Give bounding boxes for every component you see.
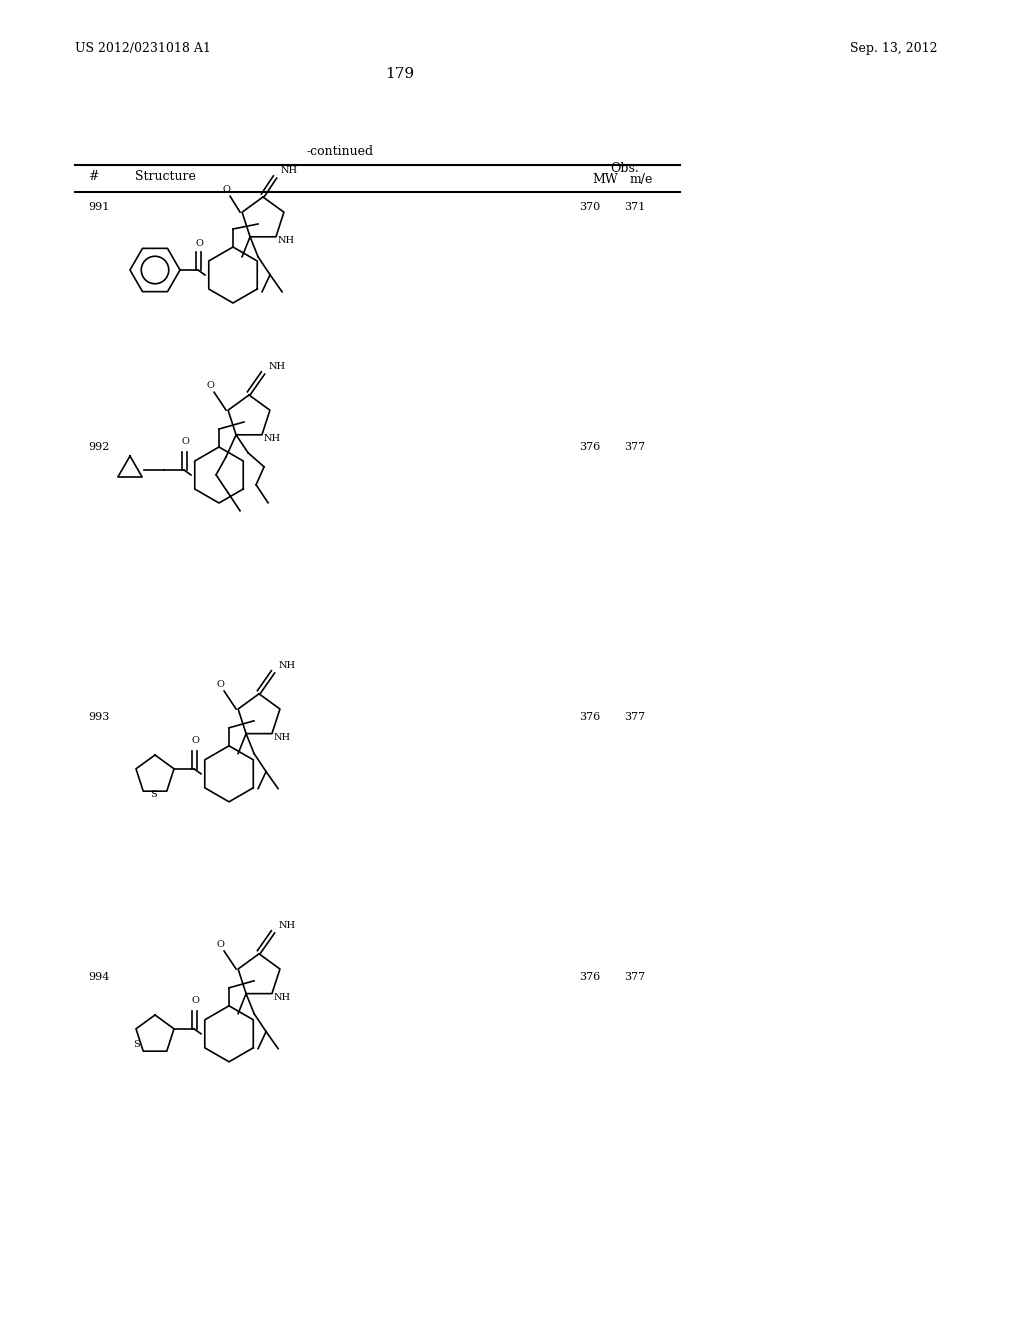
Text: 994: 994 [88,972,110,982]
Text: NH: NH [274,993,291,1002]
Text: Structure: Structure [135,170,196,183]
Text: 376: 376 [579,972,600,982]
Text: O: O [222,185,230,194]
Text: 179: 179 [385,67,415,81]
Text: O: O [191,995,199,1005]
Text: 376: 376 [579,442,600,451]
Text: S: S [150,789,157,799]
Text: NH: NH [269,362,286,371]
Text: 992: 992 [88,442,110,451]
Text: #: # [88,170,98,183]
Text: S: S [133,1040,139,1049]
Text: US 2012/0231018 A1: US 2012/0231018 A1 [75,42,211,55]
Text: 993: 993 [88,711,110,722]
Text: 371: 371 [624,202,645,213]
Text: NH: NH [264,434,281,442]
Text: 377: 377 [624,442,645,451]
Text: MW: MW [592,173,617,186]
Text: 377: 377 [624,711,645,722]
Text: NH: NH [279,661,296,669]
Text: NH: NH [274,733,291,742]
Text: Sep. 13, 2012: Sep. 13, 2012 [850,42,938,55]
Text: NH: NH [279,921,296,929]
Text: O: O [206,381,214,391]
Text: -continued: -continued [306,145,374,158]
Text: O: O [195,239,203,248]
Text: 376: 376 [579,711,600,722]
Text: O: O [181,437,189,446]
Text: NH: NH [281,166,298,176]
Text: NH: NH [278,236,295,244]
Text: m/e: m/e [630,173,653,186]
Text: O: O [216,680,224,689]
Text: Obs.: Obs. [610,162,639,176]
Text: O: O [216,940,224,949]
Text: 991: 991 [88,202,110,213]
Text: 370: 370 [579,202,600,213]
Text: O: O [191,735,199,744]
Text: 377: 377 [624,972,645,982]
